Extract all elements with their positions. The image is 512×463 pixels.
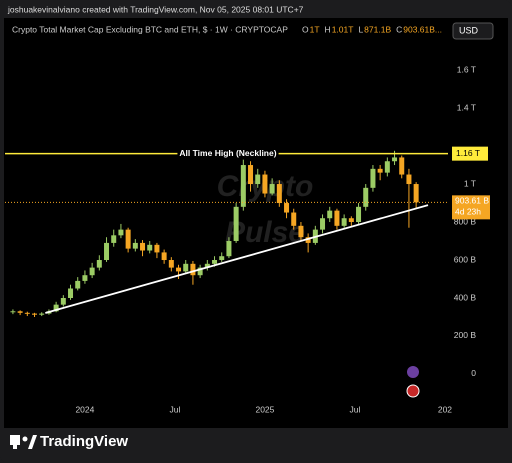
currency-box (452, 22, 494, 40)
candle-body (154, 244, 160, 253)
candle-body (176, 267, 182, 272)
candle-body (370, 168, 376, 188)
symbol: Crypto Total Market Cap Excluding BTC an… (12, 24, 288, 34)
candle-body (327, 210, 333, 219)
y-tick-label: 600 B (454, 254, 477, 264)
candle-body (75, 280, 81, 289)
candle-body (255, 174, 261, 185)
credit: joshuakevinalviano created with TradingV… (7, 4, 304, 14)
candle-body (161, 252, 167, 261)
candle-body (190, 263, 196, 276)
ohlc-value: 871.1B (364, 24, 391, 34)
y-tick-label: 1.4 T (457, 102, 476, 112)
candle-body (219, 256, 225, 261)
candle-body (32, 313, 38, 315)
x-tick-label: Jul (169, 404, 180, 414)
candle-body (269, 184, 275, 194)
candle-body (10, 311, 16, 313)
candle-body (406, 174, 412, 185)
ohlc-value: 1T (310, 24, 320, 34)
icon (406, 384, 420, 398)
x-tick-label: 2024 (75, 404, 94, 414)
candle-body (17, 311, 23, 313)
candle-body (168, 260, 174, 268)
logo (10, 435, 37, 449)
candle-body (24, 312, 30, 314)
candle-body (276, 184, 282, 204)
y-tick-label: 200 B (454, 330, 477, 340)
chart-pane (4, 18, 508, 428)
candle-body (284, 203, 290, 213)
trendline (45, 204, 429, 314)
candle-body (226, 241, 232, 257)
candle-body (197, 267, 203, 276)
brand: TradingView (40, 433, 128, 450)
countdown: 4d 23h (455, 207, 481, 217)
candle-body (399, 157, 405, 175)
y-tick-label: 400 B (454, 292, 477, 302)
candle-body (111, 235, 117, 243)
candle-body (384, 161, 390, 173)
candle-body (212, 260, 218, 264)
currency: USD (459, 25, 479, 35)
candle-body (125, 229, 131, 249)
neckline-text-bg (177, 147, 279, 160)
icon (407, 366, 419, 378)
candle-body (305, 237, 311, 243)
candle-body (89, 267, 95, 276)
y-tick-label: 800 B (454, 216, 477, 226)
candle-body (147, 244, 153, 251)
ohlc-key: O (302, 24, 309, 34)
candle-body (233, 206, 239, 242)
ohlc-key: C (396, 24, 402, 34)
candle-body (363, 187, 369, 207)
x-tick-label: 202 (438, 404, 452, 414)
candle-body (68, 288, 74, 299)
price-label: 1.16 T (456, 148, 480, 158)
price-label-box (452, 146, 488, 161)
ohlc-value: 903.61B... (403, 24, 442, 34)
candle-body (240, 165, 246, 207)
y-tick-label: 1.6 T (457, 64, 476, 74)
candle-body (413, 184, 419, 203)
candle-body (392, 157, 398, 162)
candle-body (104, 242, 110, 261)
candle-body (248, 165, 254, 185)
candle-body (356, 206, 362, 223)
y-tick-label: 0 (471, 368, 476, 378)
x-tick-label: Jul (349, 404, 360, 414)
candle-body (82, 275, 88, 281)
candle-body (140, 242, 146, 251)
candle-body (320, 218, 326, 230)
candle-body (262, 174, 268, 194)
ohlc-key: H (325, 24, 331, 34)
candle-body (291, 212, 297, 226)
candle-body (298, 225, 304, 238)
candle-body (39, 313, 45, 315)
candle-body (132, 242, 138, 249)
candle-body (118, 229, 124, 236)
candle-body (341, 218, 347, 226)
candle-body (96, 260, 102, 268)
candle-body (334, 210, 340, 226)
last-price-label: 903.61 B (455, 196, 489, 206)
candle-body (53, 304, 59, 312)
last-price-box (452, 195, 490, 220)
candle-body (348, 218, 354, 223)
x-tick-label: 2025 (255, 404, 274, 414)
ohlc-key: L (358, 24, 363, 34)
candle-body (377, 168, 383, 173)
candle-body (183, 263, 189, 272)
ohlc-header: O 1T H 1.01T L 871.1B C 903.61B... (302, 24, 442, 34)
y-tick-label: 1 T (464, 178, 476, 188)
candle-body (60, 298, 66, 305)
neckline-text: All Time High (Neckline) (179, 148, 276, 158)
ohlc-value: 1.01T (332, 24, 354, 34)
candle-body (204, 263, 210, 268)
